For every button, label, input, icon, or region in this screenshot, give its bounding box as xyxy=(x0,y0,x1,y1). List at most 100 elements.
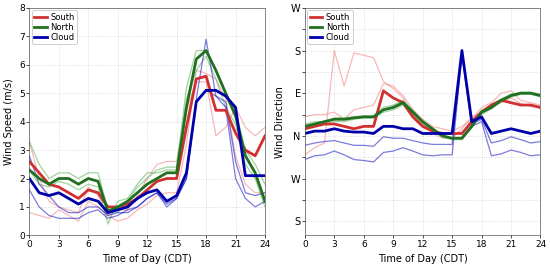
North xyxy=(311,122,318,126)
Cloud xyxy=(449,132,455,135)
South xyxy=(527,103,534,107)
Cloud xyxy=(508,127,514,130)
South xyxy=(478,111,485,114)
North xyxy=(36,177,42,180)
South xyxy=(163,177,170,180)
North xyxy=(203,49,210,52)
North xyxy=(429,127,436,130)
North xyxy=(124,200,131,203)
North xyxy=(153,177,160,180)
South xyxy=(508,101,514,104)
North xyxy=(360,115,367,118)
Legend: South, North, Cloud: South, North, Cloud xyxy=(32,10,77,44)
Cloud xyxy=(36,191,42,194)
Cloud xyxy=(85,197,91,200)
North xyxy=(321,120,328,123)
Line: South: South xyxy=(305,91,541,133)
North xyxy=(419,120,426,123)
Cloud xyxy=(232,106,239,109)
Cloud xyxy=(390,125,397,128)
South xyxy=(449,132,455,135)
South xyxy=(65,191,72,194)
North xyxy=(242,154,249,157)
North xyxy=(46,183,52,186)
Cloud xyxy=(488,132,494,135)
Cloud xyxy=(459,49,465,52)
South xyxy=(114,205,121,209)
Y-axis label: Wind Speed (m/s): Wind Speed (m/s) xyxy=(4,78,14,165)
Cloud xyxy=(242,174,249,177)
South xyxy=(410,115,416,118)
South xyxy=(459,132,465,135)
Cloud xyxy=(498,129,504,133)
Cloud xyxy=(144,191,151,194)
Cloud xyxy=(351,131,358,134)
South xyxy=(134,197,141,200)
South xyxy=(36,171,42,174)
North xyxy=(498,99,504,102)
North xyxy=(439,134,446,137)
South xyxy=(46,183,52,186)
South xyxy=(85,188,91,192)
South xyxy=(193,77,200,81)
South xyxy=(498,99,504,102)
Cloud xyxy=(419,132,426,135)
Line: Cloud: Cloud xyxy=(305,51,541,133)
North xyxy=(478,111,485,114)
South xyxy=(222,109,229,112)
South xyxy=(124,203,131,206)
South xyxy=(341,125,348,128)
South xyxy=(419,125,426,128)
North xyxy=(183,106,190,109)
Cloud xyxy=(429,132,436,135)
South xyxy=(429,129,436,133)
Cloud xyxy=(46,194,52,197)
South xyxy=(262,134,268,137)
South xyxy=(213,109,219,112)
Cloud xyxy=(173,194,180,197)
South xyxy=(301,127,308,130)
North xyxy=(400,101,406,104)
North xyxy=(527,92,534,95)
South xyxy=(360,125,367,128)
South xyxy=(203,75,210,78)
South xyxy=(518,103,524,107)
X-axis label: Time of Day (CDT): Time of Day (CDT) xyxy=(102,254,192,264)
North xyxy=(488,106,494,109)
South xyxy=(144,188,151,192)
North xyxy=(163,171,170,174)
North xyxy=(144,183,151,186)
Legend: South, North, Cloud: South, North, Cloud xyxy=(307,10,353,44)
Cloud xyxy=(331,127,338,130)
North xyxy=(193,57,200,61)
South xyxy=(439,132,446,135)
North xyxy=(469,125,475,128)
North xyxy=(370,115,377,118)
North xyxy=(518,92,524,95)
Cloud xyxy=(26,177,32,180)
North xyxy=(213,69,219,72)
South xyxy=(232,131,239,135)
South xyxy=(469,120,475,123)
South xyxy=(252,154,258,157)
Line: North: North xyxy=(305,93,541,138)
North xyxy=(459,137,465,140)
North xyxy=(410,111,416,114)
Cloud xyxy=(301,132,308,135)
North xyxy=(134,191,141,194)
North xyxy=(508,94,514,97)
Cloud xyxy=(527,132,534,135)
North xyxy=(252,171,258,174)
Line: South: South xyxy=(29,76,265,207)
Cloud xyxy=(439,132,446,135)
Cloud xyxy=(518,129,524,133)
South xyxy=(390,96,397,99)
South xyxy=(351,127,358,130)
Cloud xyxy=(114,208,121,211)
North xyxy=(331,118,338,121)
Cloud xyxy=(380,125,387,128)
Cloud xyxy=(478,115,485,118)
Cloud xyxy=(134,197,141,200)
Cloud xyxy=(153,188,160,192)
Cloud xyxy=(183,171,190,174)
